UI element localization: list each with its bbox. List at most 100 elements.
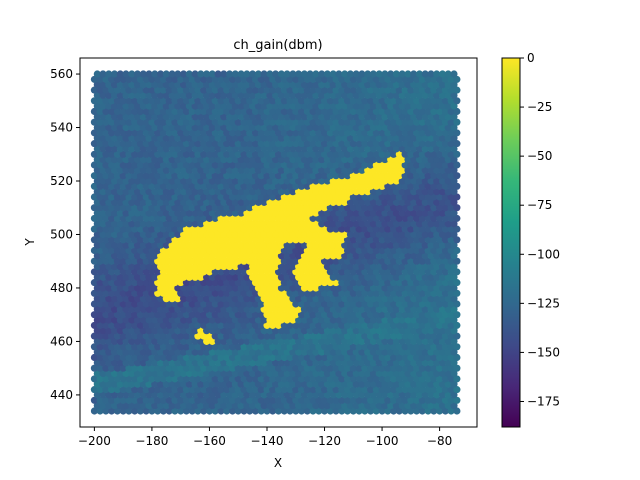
data-point [180,156,188,164]
data-point [180,305,188,313]
data-point [263,353,271,362]
data-point [427,348,435,356]
data-point [220,220,228,228]
data-point [381,359,389,367]
data-point [430,268,438,276]
data-point [237,81,245,89]
data-point [320,75,329,83]
data-point [113,311,121,319]
data-point [289,252,297,260]
data-point [131,225,139,233]
data-point [329,220,337,228]
data-point [453,353,461,362]
data-point [177,246,185,255]
data-point [355,75,363,83]
data-point [197,305,205,313]
data-point [102,86,110,94]
data-point [116,391,124,399]
data-point [398,327,406,335]
data-point [320,311,329,319]
data-point [165,236,173,244]
data-point [312,113,320,121]
data-point [349,407,357,415]
data-point [453,214,461,222]
data-point [326,364,334,372]
data-point [254,369,262,378]
data-point [418,118,426,126]
data-point [197,295,205,303]
data-point [306,209,314,217]
data-point [289,327,297,335]
data-point [352,70,360,78]
data-point [108,407,116,415]
data-point [361,225,369,233]
data-point [113,172,121,180]
data-point [390,332,398,340]
data-point [338,182,346,190]
data-point [297,118,306,126]
data-point [177,140,185,148]
data-point [205,225,214,233]
data-point [260,145,268,153]
data-point [375,284,383,292]
data-point [326,246,334,255]
data-point [292,118,300,126]
data-point [90,353,98,362]
data-point [180,91,188,99]
data-point [194,289,202,297]
data-point [355,204,363,212]
data-point [211,172,219,180]
data-point [122,113,130,121]
data-point [410,380,418,388]
data-point [404,295,412,303]
data-point [177,75,185,83]
data-point [430,161,438,169]
data-point [343,150,352,158]
data-point [280,97,288,105]
data-point [306,369,314,378]
data-point [341,156,349,164]
data-point [277,102,285,110]
data-point [223,246,231,255]
data-point [168,123,176,132]
data-point [251,161,260,169]
data-point [424,107,432,116]
data-point [260,209,268,217]
data-point [125,289,133,297]
data-point [177,407,185,415]
data-point [139,230,147,239]
data-point [289,81,297,89]
data-point [214,284,222,292]
data-point [246,407,254,415]
data-point [392,113,400,121]
y-tick-label: 500 [50,227,73,241]
data-point [335,156,343,164]
data-point [177,214,185,222]
data-point [251,97,260,105]
data-point [421,230,429,239]
data-point [139,156,147,164]
data-point [136,86,144,94]
data-point [415,305,424,313]
data-point [205,289,214,297]
data-point [410,273,418,281]
data-point [343,118,352,126]
data-point [105,273,113,281]
data-point [191,177,199,185]
data-point [165,386,173,394]
data-point [401,150,409,158]
data-point [226,359,234,367]
data-point [148,321,156,329]
data-point [369,402,377,410]
data-point [318,166,326,174]
data-point [157,263,165,271]
data-point [90,225,98,233]
data-point [251,236,260,244]
data-point [436,225,444,233]
data-point [145,327,153,335]
data-point [332,289,340,297]
data-point [415,241,424,249]
data-point [246,150,254,158]
data-point [453,86,461,94]
data-point [168,359,176,367]
